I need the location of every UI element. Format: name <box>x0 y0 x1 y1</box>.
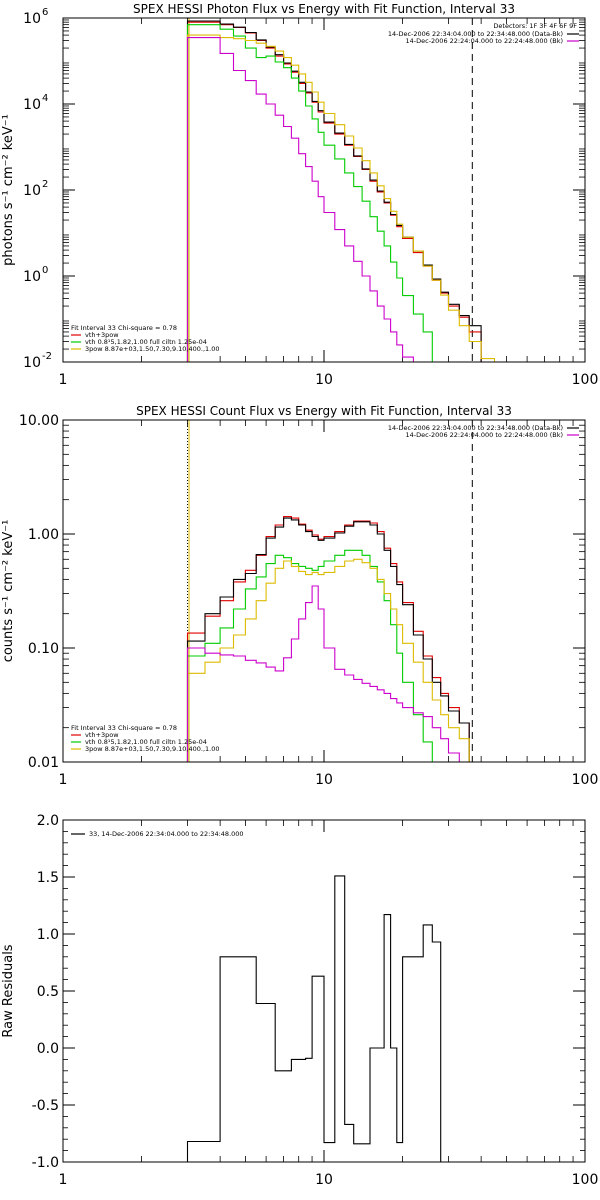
y-tick-label: 0.5 <box>37 984 59 1000</box>
y-tick-exponent: -2 <box>42 351 52 362</box>
data-layer <box>186 18 496 362</box>
y-tick-label: 0.01 <box>28 755 59 771</box>
legend-right-label: 14-Dec-2006 22:34:04.000 to 22:34:48.000… <box>388 30 563 38</box>
y-tick-label: 1.00 <box>28 527 59 543</box>
y-tick-label: 10 <box>23 97 41 113</box>
x-tick-label: 10 <box>315 1172 333 1188</box>
x-tick-label: 1 <box>59 1172 68 1188</box>
residuals-panel: 1 10 100 -1.0 -0.5 0.0 0.5 1.0 1.5 2.0 Raw Residua… <box>1 813 598 1188</box>
series-line-2 <box>186 549 482 762</box>
plot-frame <box>62 17 586 363</box>
x-tick-label: 100 <box>572 1172 599 1188</box>
chart-title: SPEX HESSI Count Flux vs Energy with Fit… <box>136 404 512 418</box>
series-line-1 <box>186 517 482 762</box>
y-tick-label: 10 <box>23 355 41 371</box>
series-line-4 <box>186 585 482 762</box>
legend-right-label: 14-Dec-2006 22:24:04.000 to 22:24:48.000… <box>406 37 564 45</box>
y-tick-exponent: 2 <box>42 179 48 190</box>
series-line-2 <box>186 24 433 362</box>
count-flux-panel: SPEX HESSI Count Flux vs Energy with Fit… <box>1 404 598 788</box>
x-tick-label: 1 <box>59 772 68 788</box>
y-tick-label: 10 <box>23 11 41 27</box>
fit-info-label: Fit Interval 33 Chi-square = 0.78 <box>71 324 177 332</box>
legend-left-label: 3pow 8.87e+03,1.50,7.30,9.10,400.,1.00 <box>85 745 220 753</box>
x-tick-label: 100 <box>572 372 599 388</box>
x-tick-label: 10 <box>315 772 333 788</box>
series-line-0 <box>186 875 482 1162</box>
y-tick-label: 0.10 <box>28 641 59 657</box>
x-tick-label: 100 <box>572 772 599 788</box>
y-tick-label: 1.5 <box>37 870 59 886</box>
y-axis-label: counts s⁻¹ cm⁻² keV⁻¹ <box>1 520 16 663</box>
y-tick-exponent: 0 <box>42 265 48 276</box>
y-tick-label: 10.00 <box>19 413 59 429</box>
legend-right-label: 14-Dec-2006 22:34:04.000 to 22:34:48.000… <box>388 424 563 432</box>
x-tick-label: 1 <box>59 372 68 388</box>
data-layer <box>186 875 482 1162</box>
x-tick-label: 10 <box>315 372 333 388</box>
y-tick-label: 0.0 <box>37 1041 59 1057</box>
plot-frame <box>62 419 586 763</box>
y-tick-exponent: 4 <box>42 93 48 104</box>
y-tick-label: -1.0 <box>32 1155 59 1171</box>
y-axis-label: Raw Residuals <box>1 944 16 1037</box>
y-axis-label: photons s⁻¹ cm⁻² keV⁻¹ <box>1 114 16 266</box>
legend-left-label: vth+3pow <box>85 331 119 339</box>
series-line-3 <box>186 34 496 362</box>
y-tick-label: 10 <box>23 269 41 285</box>
y-tick-label: 2.0 <box>37 813 59 829</box>
y-tick-exponent: 6 <box>42 7 48 18</box>
chart-title: SPEX HESSI Photon Flux vs Energy with Fi… <box>133 2 515 16</box>
series-line-0 <box>186 21 482 362</box>
series-line-3 <box>186 558 482 762</box>
legend-left-label: 33, 14-Dec-2006 22:34:04.000 to 22:34:48… <box>89 830 244 838</box>
data-layer <box>186 420 482 762</box>
y-tick-label: 10 <box>23 183 41 199</box>
legend-left-label: vth+3pow <box>85 731 119 739</box>
legend-left-label: vth 0.8¹5,1.82,1.00 full ciltn 1.25e-04 <box>85 338 207 346</box>
photon-flux-panel: SPEX HESSI Photon Flux vs Energy with Fi… <box>1 2 598 388</box>
series-line-1 <box>186 20 482 362</box>
series-line-4 <box>186 37 414 362</box>
legend-left-label: 3pow 8.87e+03,1.50,7.30,9.10,400.,1.00 <box>85 345 220 353</box>
legend-left-label: vth 0.8¹5,1.82,1.00 full ciltn 1.25e-04 <box>85 738 207 746</box>
plot-frame <box>62 819 586 1163</box>
y-tick-label: -0.5 <box>32 1098 59 1114</box>
legend-right-label: 14-Dec-2006 22:24:04.000 to 22:24:48.000… <box>406 431 564 439</box>
y-tick-label: 1.0 <box>37 927 59 943</box>
fit-info-label: Fit Interval 33 Chi-square = 0.78 <box>71 724 177 732</box>
series-line-0 <box>186 516 482 762</box>
detectors-label: Detectors: 1F 3F 4F 6F 9F <box>493 22 577 30</box>
